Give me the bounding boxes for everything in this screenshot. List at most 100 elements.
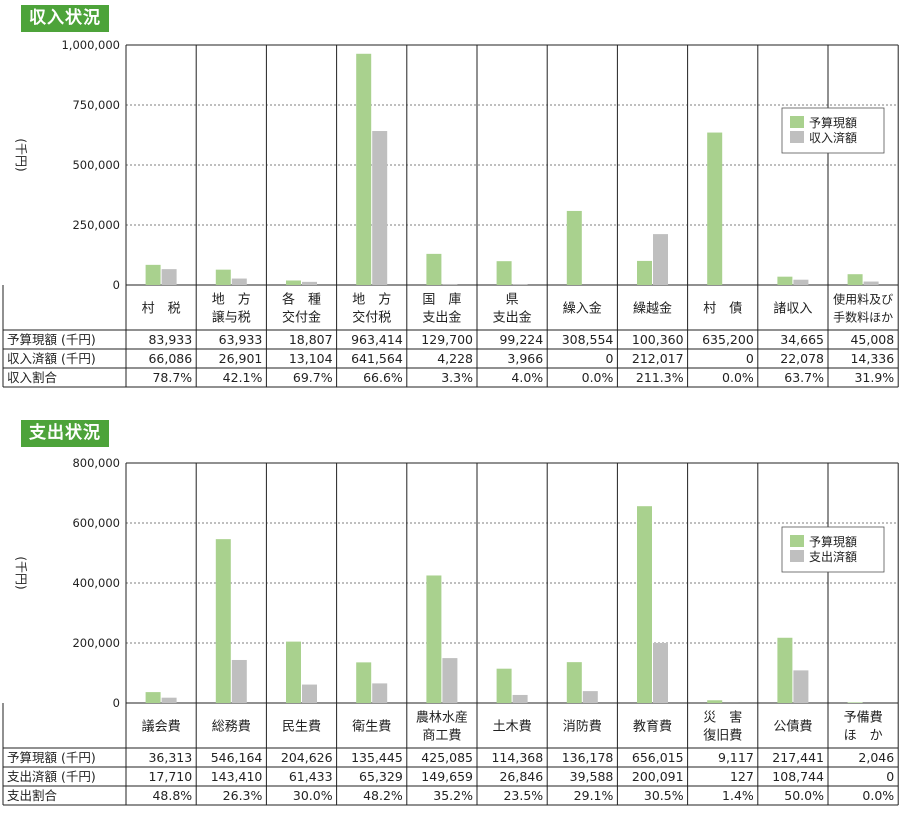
y-tick-label: 600,000 — [72, 516, 120, 530]
category-label: 繰越金 — [633, 301, 672, 317]
actual-bar — [512, 284, 528, 285]
category-label: 災 害 — [703, 710, 742, 726]
category-label: 使用料及び — [833, 292, 893, 307]
category-label: 地 方 — [212, 292, 251, 308]
table-cell: 78.7% — [152, 370, 192, 385]
table-cell: 36,313 — [148, 750, 192, 765]
category-label: 村 税 — [142, 302, 181, 317]
table-cell: 963,414 — [351, 332, 403, 347]
category-label: 譲与税 — [212, 310, 251, 326]
table-cell: 135,445 — [351, 750, 403, 765]
table-cell: 99,224 — [499, 332, 543, 347]
category-label: 予備費 — [844, 710, 883, 726]
actual-bar — [863, 281, 879, 285]
actual-bar — [372, 683, 388, 703]
income-section-title: 収入状況 — [21, 5, 109, 32]
table-cell: 143,410 — [211, 769, 263, 784]
category-label: 交付税 — [352, 310, 391, 326]
y-tick-label: 0 — [113, 696, 120, 710]
table-cell: 3.3% — [441, 370, 473, 385]
actual-bar — [161, 269, 177, 285]
budget-bar — [637, 260, 652, 285]
table-cell: 66,086 — [148, 351, 192, 366]
category-label: 各 種 — [282, 292, 321, 308]
table-cell: 4,228 — [437, 351, 473, 366]
actual-bar — [442, 283, 458, 285]
budget-bar — [215, 269, 231, 285]
table-cell: 635,200 — [702, 332, 754, 347]
table-cell: 204,626 — [281, 750, 333, 765]
table-cell: 136,178 — [562, 750, 614, 765]
category-label: ほ か — [844, 729, 883, 744]
legend-swatch — [790, 535, 804, 547]
budget-bar — [707, 132, 723, 285]
table-cell: 0 — [605, 351, 613, 366]
y-tick-label: 200,000 — [72, 636, 120, 650]
actual-bar — [653, 642, 668, 703]
actual-bar — [302, 684, 317, 703]
budget-bar — [426, 575, 442, 703]
table-cell: 3,966 — [507, 351, 543, 366]
y-tick-label: 1,000,000 — [61, 38, 120, 52]
category-label: 支出金 — [422, 310, 461, 326]
actual-bar — [442, 658, 458, 703]
table-row-label: 予算現額 (千円) — [7, 750, 96, 765]
table-cell: 149,659 — [421, 769, 473, 784]
table-cell: 83,933 — [148, 332, 192, 347]
budget-bar — [566, 662, 582, 703]
category-label: 県 — [506, 293, 519, 308]
table-cell: 23.5% — [503, 788, 543, 803]
table-cell: 48.2% — [363, 788, 403, 803]
budget-bar — [145, 264, 161, 285]
actual-bar — [653, 234, 668, 285]
category-label: 商工費 — [422, 729, 461, 744]
table-cell: 0.0% — [862, 788, 894, 803]
actual-bar — [231, 278, 247, 285]
category-label: 村 債 — [703, 302, 742, 317]
table-cell: 26,846 — [499, 769, 543, 784]
table-cell: 546,164 — [211, 750, 263, 765]
y-tick-label: 500,000 — [72, 158, 120, 172]
y-tick-label: 250,000 — [72, 218, 120, 232]
budget-bar — [145, 692, 161, 703]
category-label: 交付金 — [282, 310, 321, 326]
table-cell: 0.0% — [722, 370, 754, 385]
actual-bar — [161, 697, 177, 703]
table-cell: 212,017 — [632, 351, 684, 366]
category-label: 復旧費 — [703, 728, 742, 744]
y-tick-label: 750,000 — [72, 98, 120, 112]
table-cell: 0 — [746, 351, 754, 366]
table-cell: 17,710 — [148, 769, 192, 784]
table-cell: 50.0% — [784, 788, 824, 803]
table-cell: 18,807 — [289, 332, 333, 347]
legend-box — [781, 526, 885, 573]
budget-bar — [215, 539, 231, 703]
actual-bar — [582, 691, 598, 703]
category-label: 衛生費 — [352, 720, 391, 735]
budget-bar — [847, 274, 863, 285]
table-row-label: 収入済額 (千円) — [7, 351, 96, 366]
table-cell: 66.6% — [363, 370, 403, 385]
actual-bar — [302, 281, 317, 285]
table-cell: 63,933 — [219, 332, 263, 347]
table-cell: 641,564 — [351, 351, 403, 366]
table-row-label: 収入割合 — [7, 370, 58, 385]
budget-bar — [286, 641, 301, 703]
table-cell: 48.8% — [152, 788, 192, 803]
table-cell: 26.3% — [223, 788, 263, 803]
table-cell: 35.2% — [433, 788, 473, 803]
category-label: 農林水産 — [416, 710, 468, 726]
category-label: 消防費 — [563, 719, 602, 735]
category-label: 繰入金 — [563, 301, 602, 317]
table-cell: 656,015 — [632, 750, 684, 765]
actual-bar — [793, 279, 809, 285]
table-cell: 29.1% — [574, 788, 614, 803]
table-cell: 30.0% — [293, 788, 333, 803]
actual-bar — [793, 670, 809, 703]
budget-bar — [847, 702, 863, 703]
actual-bar — [372, 131, 388, 285]
table-cell: 308,554 — [562, 332, 614, 347]
category-label: 諸収入 — [773, 301, 812, 317]
legend-label: 予算現額 — [809, 534, 857, 549]
